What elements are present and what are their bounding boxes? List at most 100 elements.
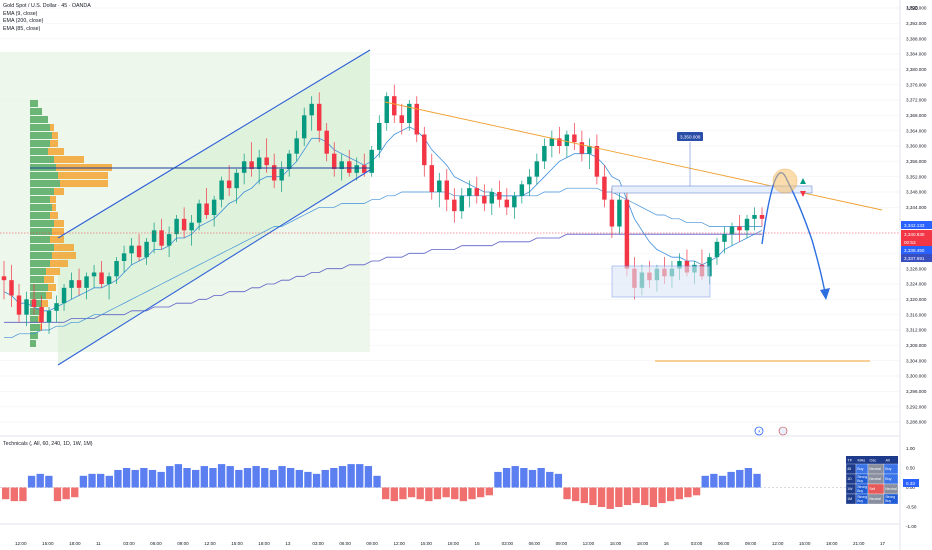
price-tick-label: 3,320.000	[906, 297, 927, 302]
technicals-bar-bear	[675, 487, 683, 500]
technicals-bar-bull	[744, 468, 753, 488]
technicals-bar-bull	[166, 466, 174, 488]
technicals-bar-bull	[183, 468, 191, 488]
volume-bar-up	[30, 244, 54, 251]
countdown-label: 00:53	[904, 240, 916, 245]
time-tick-label: 18:00	[258, 541, 270, 546]
candle-body	[549, 138, 555, 146]
technicals-bar-bull	[88, 473, 96, 488]
price-tick-label: 3,348.000	[906, 190, 927, 195]
candle-body	[542, 146, 547, 162]
candle-body	[564, 134, 570, 146]
candle-body	[594, 146, 600, 177]
volume-bar-up	[30, 308, 40, 315]
price-tick-label: 3,388.000	[906, 36, 927, 41]
callout-box	[677, 132, 703, 141]
candle-body	[609, 199, 615, 227]
technicals-axis-label: -1.00	[906, 524, 917, 529]
candle-body	[91, 272, 97, 277]
time-tick-label: 12:00	[204, 541, 216, 546]
time-tick-label: 09:00	[177, 541, 189, 546]
candle-body	[316, 103, 322, 131]
technicals-bar-bull	[502, 468, 511, 488]
candle-body	[61, 287, 67, 304]
technicals-bar-bear	[71, 487, 79, 498]
lightning-glyph: ⚡	[758, 429, 762, 435]
ema-9-label[interactable]: EMA (9, close)	[3, 10, 38, 17]
technicals-bar-bull	[321, 469, 329, 488]
current-price-label-bg	[901, 230, 932, 238]
us-flag-icon[interactable]	[778, 426, 788, 436]
price-tick-label: 3,356.000	[906, 159, 927, 164]
candle-body	[76, 280, 82, 288]
volume-bar-up	[30, 316, 38, 323]
technicals-bar-bull	[494, 471, 502, 488]
technicals-bar-bear	[477, 487, 485, 498]
time-tick-label: 12:00	[15, 541, 27, 546]
table-cell-text: Neutral	[885, 487, 897, 491]
technicals-bar-bull	[736, 469, 744, 488]
candle-body	[54, 303, 59, 311]
technicals-bar-bull	[114, 469, 122, 488]
candle-body	[489, 192, 495, 204]
technicals-bar-bear	[667, 487, 675, 502]
table-cell-text: Buy	[857, 467, 863, 471]
candle-body	[602, 176, 607, 200]
candle-body	[346, 161, 352, 173]
ema-85-label[interactable]: EMA (85, close)	[3, 25, 41, 32]
volume-bar-up	[30, 220, 54, 227]
technicals-bar-bull	[217, 464, 226, 488]
volume-bar-up	[30, 284, 48, 291]
symbol-title[interactable]: Gold Spot / U.S. Dollar · 45 · OANDA	[3, 3, 91, 9]
volume-bar-down	[40, 324, 42, 331]
volume-bar-down	[50, 212, 58, 219]
price-tick-label: 3,316.000	[906, 312, 927, 317]
volume-bar-down	[50, 196, 56, 203]
table-cell-text: Buy	[885, 467, 891, 471]
reversal-circle	[772, 168, 798, 194]
technicals-bar-bear	[649, 487, 658, 507]
volume-bar-down	[50, 124, 54, 131]
technicals-title[interactable]: Technicals (, All, 60, 240, 1D, 1W, 1M)	[3, 441, 93, 447]
candle-body	[99, 272, 104, 284]
technicals-bar-bull	[243, 468, 252, 488]
candle-body	[744, 218, 750, 231]
candle-body	[46, 310, 52, 323]
time-tick-label: 16	[664, 541, 670, 546]
volume-bar-up	[30, 156, 54, 163]
candle-body	[121, 253, 127, 261]
volume-bar-down	[48, 148, 64, 155]
volume-bar-down	[50, 140, 58, 147]
candle-body	[722, 234, 727, 242]
technicals-bar-bull	[45, 475, 53, 488]
technicals-bar-bull	[148, 469, 157, 488]
time-tick-label: 09:00	[366, 541, 378, 546]
technicals-bar-bull	[226, 466, 234, 488]
volume-bar-up	[30, 292, 46, 299]
candle-body	[234, 172, 239, 189]
technicals-bar-bull	[105, 475, 113, 488]
candle-body	[714, 241, 720, 258]
candle-body	[369, 149, 374, 173]
lightning-icon[interactable]	[754, 426, 764, 436]
last-price-label: 3,342.133	[904, 223, 925, 228]
last-price-label-bg	[901, 221, 932, 229]
technicals-bar-bull	[710, 473, 718, 488]
volume-bar-down	[44, 276, 54, 283]
time-tick-label: 18:00	[69, 541, 81, 546]
candle-body	[399, 115, 404, 123]
volume-bar-down	[52, 228, 64, 235]
technicals-panel: 1.00 0.50 0.00 -0.50 -1.00	[0, 446, 917, 529]
technicals-bar-bear	[399, 487, 407, 500]
technicals-bar-bull	[140, 468, 148, 488]
price-tick-label: 3,344.000	[906, 205, 927, 210]
technicals-bar-bull	[278, 466, 286, 488]
ema-low-price-label-bg	[901, 254, 932, 262]
candle-body	[587, 146, 592, 154]
ema-200-label[interactable]: EMA (200, close)	[3, 18, 44, 25]
volume-bar-down	[54, 244, 74, 251]
candle-body	[279, 169, 284, 181]
table-cell-text: Strong	[857, 495, 867, 499]
technicals-bar-bear	[416, 487, 424, 500]
